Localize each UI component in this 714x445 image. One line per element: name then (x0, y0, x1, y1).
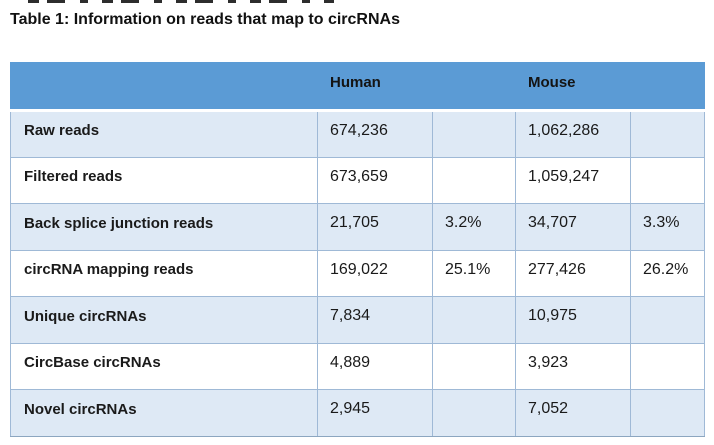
header-row: Human Mouse (10, 62, 705, 112)
clipped-text-artifact (28, 0, 334, 3)
mouse-value-cell: 277,426 (515, 249, 631, 297)
human-pct-cell (432, 296, 516, 344)
human-value-cell: 169,022 (317, 249, 433, 297)
table-row: Unique circRNAs 7,834 10,975 (10, 296, 705, 344)
table-row: Filtered reads 673,659 1,059,247 (10, 156, 705, 204)
human-value-cell: 674,236 (317, 110, 433, 158)
human-pct-cell (432, 342, 516, 390)
row-label-cell: Raw reads (10, 110, 318, 158)
row-label-cell: Back splice junction reads (10, 203, 318, 251)
mouse-value-cell: 7,052 (515, 389, 631, 437)
row-label-cell: Unique circRNAs (10, 296, 318, 344)
human-pct-cell (432, 110, 516, 158)
mouse-pct-cell (630, 156, 705, 204)
mouse-pct-cell (630, 296, 705, 344)
row-label-cell: Filtered reads (10, 156, 318, 204)
circrna-reads-table: Human Mouse Raw reads 674,236 1,062,286 … (10, 62, 705, 437)
mouse-value-cell: 10,975 (515, 296, 631, 344)
table-caption: Table 1: Information on reads that map t… (10, 11, 400, 28)
mouse-pct-cell (630, 389, 705, 437)
row-label-cell: circRNA mapping reads (10, 249, 318, 297)
table-row: Raw reads 674,236 1,062,286 (10, 110, 705, 158)
table-row: Novel circRNAs 2,945 7,052 (10, 389, 705, 437)
table-row: CircBase circRNAs 4,889 3,923 (10, 342, 705, 390)
table-row: circRNA mapping reads 169,022 25.1% 277,… (10, 249, 705, 297)
mouse-pct-cell: 26.2% (630, 249, 705, 297)
human-value-cell: 673,659 (317, 156, 433, 204)
row-label-cell: CircBase circRNAs (10, 342, 318, 390)
header-mouse-pct (630, 62, 705, 112)
human-value-cell: 7,834 (317, 296, 433, 344)
mouse-value-cell: 1,062,286 (515, 110, 631, 158)
header-human: Human (317, 62, 433, 112)
mouse-value-cell: 3,923 (515, 342, 631, 390)
mouse-value-cell: 34,707 (515, 203, 631, 251)
mouse-pct-cell (630, 342, 705, 390)
header-empty-cell (10, 62, 318, 112)
human-pct-cell (432, 156, 516, 204)
human-value-cell: 4,889 (317, 342, 433, 390)
human-value-cell: 21,705 (317, 203, 433, 251)
mouse-pct-cell: 3.3% (630, 203, 705, 251)
header-human-pct (432, 62, 516, 112)
human-pct-cell: 25.1% (432, 249, 516, 297)
mouse-pct-cell (630, 110, 705, 158)
table-row: Back splice junction reads 21,705 3.2% 3… (10, 203, 705, 251)
human-pct-cell: 3.2% (432, 203, 516, 251)
mouse-value-cell: 1,059,247 (515, 156, 631, 204)
human-value-cell: 2,945 (317, 389, 433, 437)
header-mouse: Mouse (515, 62, 631, 112)
human-pct-cell (432, 389, 516, 437)
row-label-cell: Novel circRNAs (10, 389, 318, 437)
